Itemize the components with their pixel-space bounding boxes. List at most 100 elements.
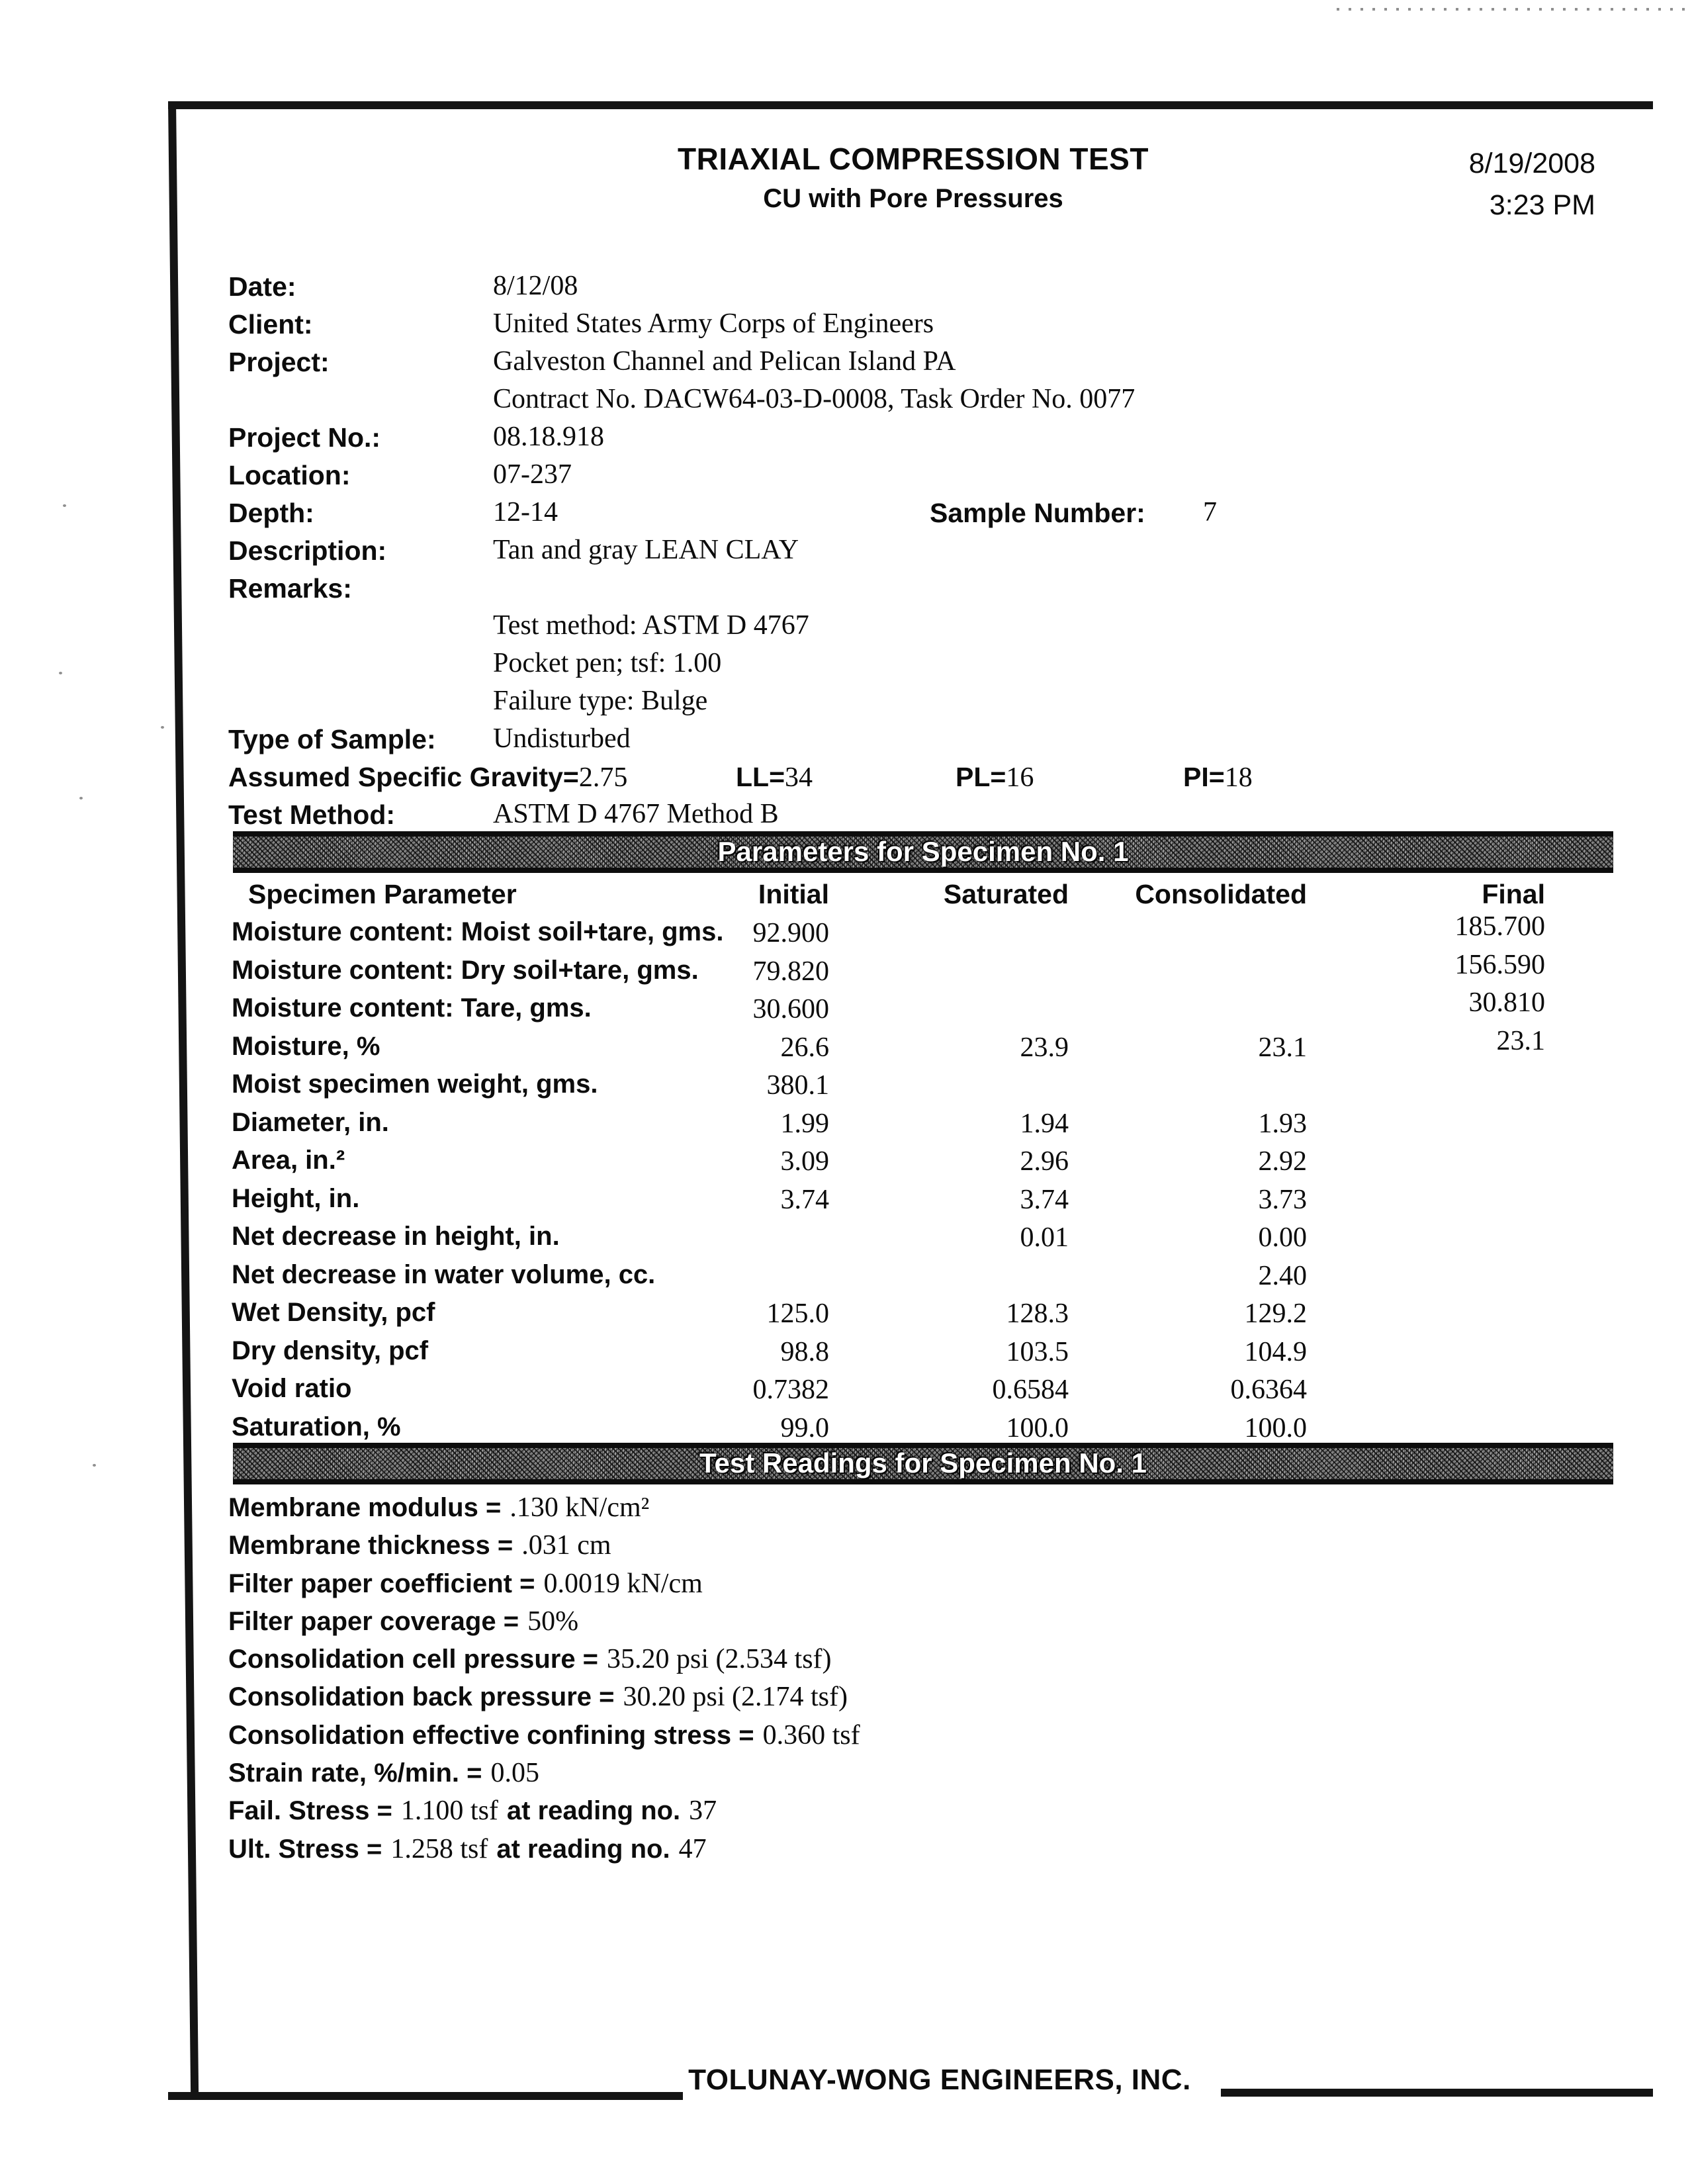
reading-value: 0.360 tsf <box>762 1719 860 1751</box>
field-project-label: Project: <box>228 347 330 377</box>
parameters-section-banner: Parameters for Specimen No. 1 <box>233 831 1613 873</box>
parameter-row: Moisture content: Tare, gms. 30.600 30.8… <box>0 987 1694 1032</box>
parameter-row: Diameter, in. 1.99 1.94 1.93 <box>0 1108 1694 1146</box>
parameter-initial-value: 1.99 <box>780 1108 830 1139</box>
column-header-consolidated: Consolidated <box>1135 879 1307 909</box>
field-specific-gravity-value: 2.75 <box>578 762 628 793</box>
page-border-bottom-left <box>168 2092 683 2100</box>
reading-label2: at reading no. <box>506 1796 681 1826</box>
parameter-row: Saturation, % 99.0 100.0 100.0 <box>0 1412 1694 1451</box>
parameter-row: Wet Density, pcf 125.0 128.3 129.2 <box>0 1298 1694 1336</box>
reading-label: Consolidation effective confining stress… <box>228 1720 754 1750</box>
reading-label: Fail. Stress = <box>228 1796 392 1826</box>
reading-label: Filter paper coefficient = <box>228 1569 535 1598</box>
reading-line: Strain rate, %/min. = 0.05 <box>228 1757 877 1795</box>
reading-line: Consolidation back pressure = 30.20 psi (… <box>228 1681 877 1719</box>
parameter-consolidated-value: 104.9 <box>1244 1336 1308 1367</box>
parameter-saturated-value: 1.94 <box>1020 1108 1069 1139</box>
print-date: 8/19/2008 <box>1468 148 1595 179</box>
reading-line: Consolidation cell pressure = 35.20 psi (… <box>228 1643 877 1681</box>
parameter-row: Dry density, pcf 98.8 103.5 104.9 <box>0 1336 1694 1375</box>
field-project-no-label: Project No.: <box>228 422 381 453</box>
field-test-method-value: ASTM D 4767 Method B <box>493 799 779 829</box>
parameter-saturated-value: 23.9 <box>1020 1032 1069 1063</box>
field-depth-value: 12-14 <box>493 497 558 527</box>
reading-value: 35.20 psi (2.534 tsf) <box>607 1644 832 1675</box>
note-test-method-text: Test method: ASTM D 4767 <box>493 610 809 641</box>
reading-value2: 37 <box>689 1796 717 1827</box>
field-plastic-limit-value: 16 <box>1006 762 1034 793</box>
parameter-final-value: 23.1 <box>1496 1025 1546 1056</box>
field-test-method: Test Method: ASTM D 4767 Method B <box>228 799 779 837</box>
readings-list: Membrane modulus = .130 kN/cm² Membrane t… <box>228 1492 877 1871</box>
reading-line: Fail. Stress = 1.100 tsf at reading no. 37 <box>228 1795 877 1833</box>
field-remarks: Remarks: <box>228 573 352 610</box>
scan-speck <box>79 797 83 799</box>
field-specific-gravity-label: Assumed Specific Gravity= <box>228 762 579 792</box>
parameter-consolidated-value: 3.73 <box>1258 1184 1308 1215</box>
field-description-value: Tan and gray LEAN CLAY <box>493 535 799 565</box>
parameter-initial-value: 99.0 <box>780 1412 830 1443</box>
field-plastic-limit-label: PL= <box>956 762 1006 792</box>
parameter-initial-value: 125.0 <box>766 1298 830 1329</box>
parameter-saturated-value: 0.01 <box>1020 1222 1069 1253</box>
parameter-final-value: 185.700 <box>1454 911 1546 942</box>
page-border-bottom-right <box>1221 2089 1653 2097</box>
field-type-of-sample: Type of Sample: Undisturbed <box>228 723 631 761</box>
parameter-row: Moisture, % 26.6 23.9 23.1 23.1 <box>0 1026 1694 1070</box>
field-project-no-value: 08.18.918 <box>493 422 604 452</box>
field-liquid-limit-label: LL= <box>736 762 785 792</box>
field-client: Client: United States Army Corps of Engi… <box>228 308 934 346</box>
field-client-label: Client: <box>228 309 313 340</box>
parameter-consolidated-value: 129.2 <box>1244 1298 1308 1329</box>
parameter-name: Area, in.² <box>232 1146 345 1175</box>
parameter-name: Moist specimen weight, gms. <box>232 1069 598 1099</box>
parameter-saturated-value: 128.3 <box>1006 1298 1069 1329</box>
scan-speck <box>59 672 62 674</box>
field-location: Location: 07-237 <box>228 459 572 497</box>
parameter-row: Void ratio 0.7382 0.6584 0.6364 <box>0 1374 1694 1412</box>
reading-label: Consolidation back pressure = <box>228 1682 615 1712</box>
reading-value2: 47 <box>678 1833 707 1864</box>
print-time: 3:23 PM <box>1489 189 1595 221</box>
field-date: Date: 8/12/08 <box>228 271 578 308</box>
reading-line: Membrane thickness = .031 cm <box>228 1529 877 1567</box>
field-liquid-limit-value: 34 <box>785 762 813 793</box>
parameter-row: Net decrease in water volume, cc. 2.40 <box>0 1260 1694 1298</box>
parameter-name: Dry density, pcf <box>232 1336 429 1365</box>
field-description: Description: Tan and gray LEAN CLAY <box>228 535 799 572</box>
parameter-initial-value: 26.6 <box>780 1032 830 1063</box>
parameter-name: Saturation, % <box>232 1412 401 1441</box>
parameter-consolidated-value: 100.0 <box>1244 1412 1308 1443</box>
parameter-initial-value: 92.900 <box>752 918 830 948</box>
field-remarks-label: Remarks: <box>228 573 352 604</box>
parameter-initial-value: 30.600 <box>752 994 830 1024</box>
parameter-name: Moisture content: Dry soil+tare, gms. <box>232 955 699 985</box>
parameter-consolidated-value: 0.6364 <box>1230 1375 1308 1405</box>
parameter-consolidated-value: 1.93 <box>1258 1108 1308 1139</box>
field-sample-number-label: Sample Number: <box>930 498 1145 528</box>
parameter-saturated-value: 0.6584 <box>992 1375 1069 1405</box>
parameter-row: Moisture content: Moist soil+tare, gms. … <box>0 911 1694 956</box>
parameter-initial-value: 380.1 <box>766 1070 830 1101</box>
scan-speck <box>483 1248 486 1250</box>
parameter-saturated-value: 100.0 <box>1006 1412 1069 1443</box>
parameter-name: Height, in. <box>232 1183 360 1213</box>
parameter-consolidated-value: 2.40 <box>1258 1260 1308 1291</box>
field-plastic-limit: PL=16 <box>956 762 1034 794</box>
parameter-name: Moisture content: Tare, gms. <box>232 993 592 1023</box>
column-header-specimen-parameter: Specimen Parameter <box>248 879 517 909</box>
parameter-row: Net decrease in height, in. 0.01 0.00 <box>0 1222 1694 1260</box>
field-plasticity-index-value: 18 <box>1224 762 1253 793</box>
parameters-table-body: Moisture content: Moist soil+tare, gms. … <box>0 911 1694 1451</box>
scan-speck <box>161 726 164 729</box>
field-depth: Depth: 12-14 Sample Number: 7 <box>228 497 1217 535</box>
parameter-name: Net decrease in water volume, cc. <box>232 1259 656 1289</box>
reading-value: 30.20 psi (2.174 tsf) <box>623 1682 848 1713</box>
field-type-of-sample-value: Undisturbed <box>493 723 631 754</box>
scan-noise-dotline <box>1337 8 1694 11</box>
field-client-value: United States Army Corps of Engineers <box>493 308 934 339</box>
field-date-value: 8/12/08 <box>493 271 578 301</box>
field-project-value: Galveston Channel and Pelican Island PA <box>493 346 956 377</box>
